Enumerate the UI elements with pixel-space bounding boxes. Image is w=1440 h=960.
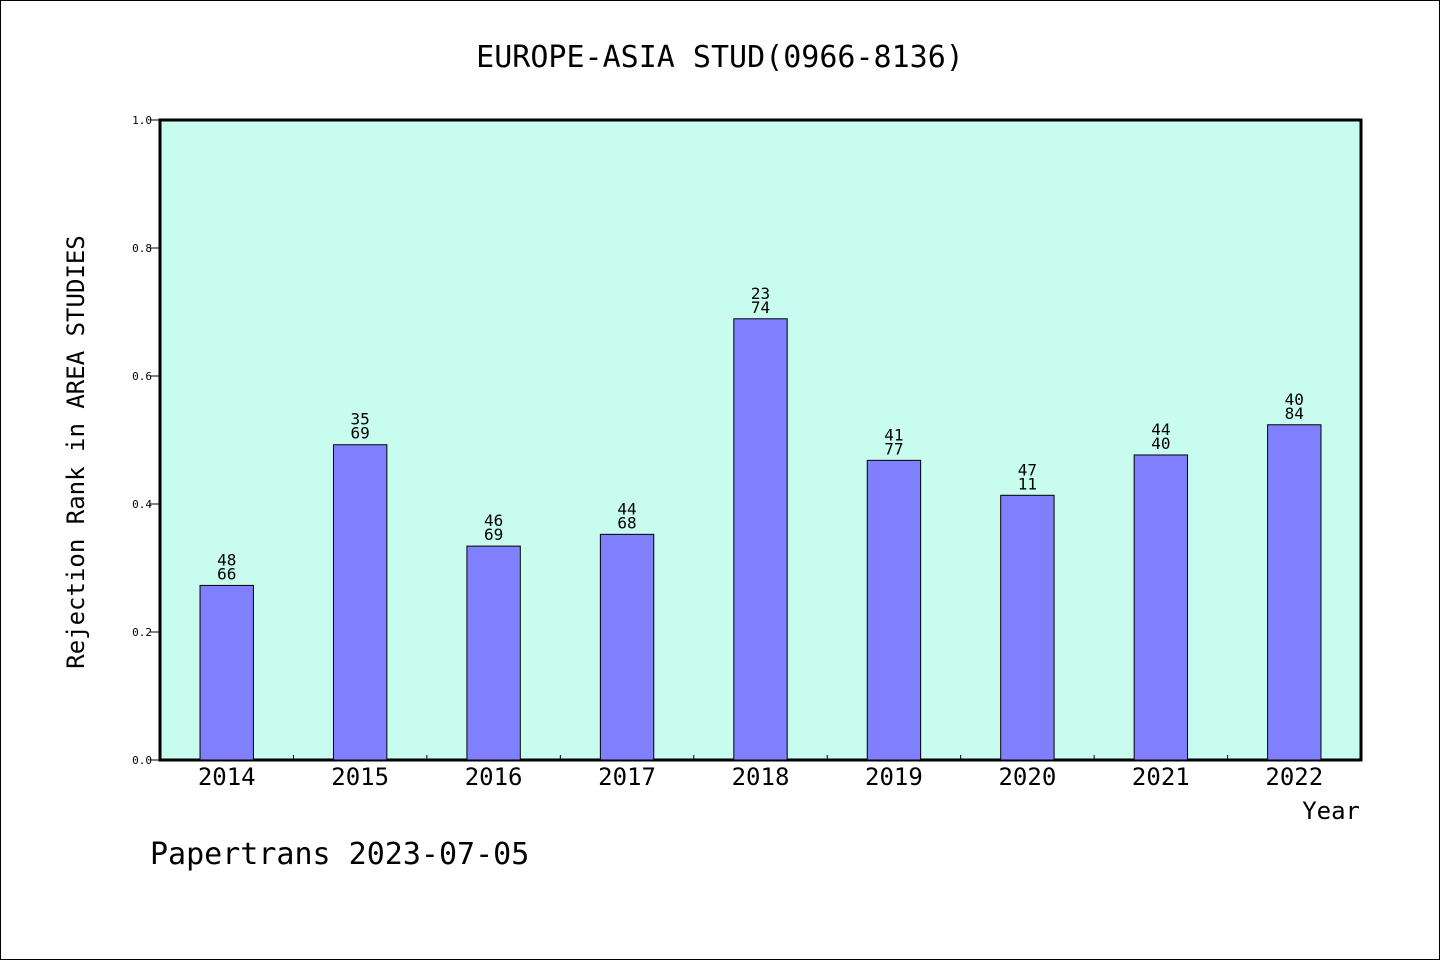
bar-data-label-bottom: 84 xyxy=(1285,404,1304,423)
y-tick-label: 0.4 xyxy=(132,498,152,511)
bar-data-label-top: 44 xyxy=(617,499,636,518)
bar-data-label-bottom: 69 xyxy=(484,525,503,544)
bar-data-label-bottom: 40 xyxy=(1151,434,1170,453)
bar-data-label-top: 35 xyxy=(351,410,370,429)
footer-note: Papertrans 2023-07-05 xyxy=(150,837,529,872)
x-tick-label: 2021 xyxy=(1132,763,1190,791)
chart-title: EUROPE-ASIA STUD(0966-8136) xyxy=(476,40,964,75)
bar xyxy=(332,444,388,761)
y-tick-label: 1.0 xyxy=(132,114,152,127)
bar-data-label-bottom: 11 xyxy=(1018,474,1037,493)
x-tick-label: 2022 xyxy=(1265,763,1323,791)
bar-data-label-top: 44 xyxy=(1151,420,1170,439)
bar-data-label-bottom: 68 xyxy=(617,513,636,532)
bar-data-label-top: 23 xyxy=(751,284,770,303)
y-axis: 0.0 0.2 0.4 0.6 0.8 1.0 xyxy=(132,114,160,767)
bar xyxy=(1267,424,1322,761)
bar xyxy=(733,318,788,761)
bar xyxy=(866,459,922,761)
y-tick-label: 0.6 xyxy=(132,370,152,383)
bar-data-label-top: 41 xyxy=(884,425,903,444)
bar-data-label-bottom: 69 xyxy=(351,424,370,443)
x-tick-label: 2019 xyxy=(865,763,923,791)
bar-data-label-top: 46 xyxy=(484,511,503,530)
bar-data-label-top: 48 xyxy=(217,550,236,569)
x-tick-label: 2015 xyxy=(331,763,389,791)
bar-data-label-top: 47 xyxy=(1018,460,1037,479)
x-tick-label: 2017 xyxy=(598,763,656,791)
x-tick-label: 2020 xyxy=(998,763,1056,791)
x-tick-label: 2016 xyxy=(465,763,523,791)
y-tick-label: 0.2 xyxy=(132,626,152,639)
bar-data-label-bottom: 74 xyxy=(751,298,770,317)
y-tick-label: 0.0 xyxy=(132,754,152,767)
bar xyxy=(466,545,521,761)
x-tick-label: 2014 xyxy=(198,763,256,791)
bar-data-label-bottom: 66 xyxy=(217,564,236,583)
x-tick-label: 2018 xyxy=(732,763,790,791)
bar xyxy=(599,533,655,761)
bar xyxy=(199,584,254,761)
bar-data-label-top: 40 xyxy=(1285,390,1304,409)
x-axis: 2014 2015 2016 2017 2018 2019 2020 2021 2022 xyxy=(198,755,1323,791)
y-axis-label: Rejection Rank in AREA STUDIES xyxy=(62,235,90,668)
x-axis-label: Year xyxy=(1302,797,1360,825)
y-tick-label: 0.8 xyxy=(132,242,152,255)
bar xyxy=(1133,454,1189,761)
bar-data-label-bottom: 77 xyxy=(884,439,903,458)
bar xyxy=(1000,494,1055,761)
